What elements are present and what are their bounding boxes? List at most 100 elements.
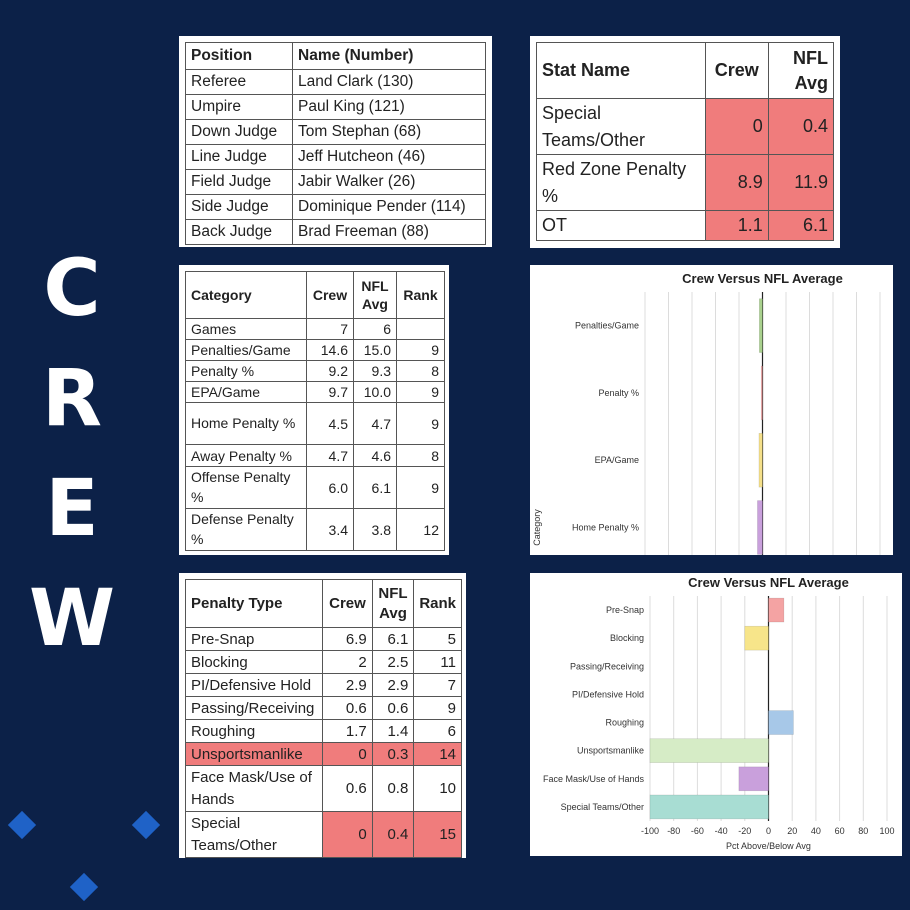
category-panel: Category Crew NFL Avg Rank Games 7 6 Penal… [179,265,449,555]
x-tick-label: -60 [691,826,704,836]
table-header-row: Stat Name Crew NFL Avg [536,42,835,99]
official-name-cell: Jeff Hutcheon (46) [292,144,486,170]
x-tick-label: 40 [811,826,821,836]
category-cell: EPA/Game [185,381,307,403]
penalty-type-cell: Special Teams/Other [184,811,324,858]
crew-value-cell: 8.9 [704,154,769,211]
category-label: Face Mask/Use of Hands [543,774,645,784]
crew-value-cell: 0 [704,98,769,155]
table-row: Special Teams/Other 0 0.4 [536,98,835,155]
table-row: Special Teams/Other 0 0.4 15 [184,811,462,858]
nfl-avg-cell: 11.9 [767,154,835,211]
column-header: NFL Avg [353,271,397,319]
nfl-avg-cell: 6.1 [353,466,397,509]
position-cell: Referee [185,69,293,95]
table-row: Umpire Paul King (121) [185,94,486,120]
position-cell: Side Judge [185,194,293,220]
side-letter-e: E [45,464,99,554]
rank-cell: 9 [396,339,445,361]
bar [759,298,763,353]
table-row: OT 1.1 6.1 [536,210,835,241]
category-label: EPA/Game [595,455,639,465]
rank-cell [396,318,445,340]
column-header: Stat Name [536,42,706,99]
nfl-avg-cell: 1.4 [371,719,415,743]
category-cell: Offense Penalty % [185,466,307,509]
bar [768,710,794,735]
category-cell: Away Penalty % [185,444,307,467]
rank-cell: 8 [396,360,445,382]
table-row: Down Judge Tom Stephan (68) [185,119,486,145]
nfl-avg-cell: 3.8 [353,508,397,551]
penalty-type-cell: Blocking [184,650,324,674]
bar [768,597,785,623]
crew-value-cell: 2.9 [322,673,373,697]
crew-value-cell: 7 [306,318,354,340]
category-table: Category Crew NFL Avg Rank Games 7 6 Penal… [185,271,445,551]
crew-value-cell: 2 [322,650,373,674]
stat-name-cell: Red Zone Penalty % [536,154,706,211]
crew-value-cell: 9.2 [306,360,354,382]
x-tick-label: 80 [858,826,868,836]
stat-name-cell: OT [536,210,706,241]
x-axis-label: Pct Above/Below Avg [726,841,811,851]
rank-cell: 11 [413,650,462,674]
category-cell: Penalty % [185,360,307,382]
nfl-avg-cell: 4.7 [353,402,397,445]
rank-cell: 9 [413,696,462,720]
nfl-avg-cell: 6 [353,318,397,340]
column-header: NFL Avg [371,579,415,628]
penalty-type-cell: PI/Defensive Hold [184,673,324,697]
rank-cell: 7 [413,673,462,697]
category-bar-chart: Crew Versus NFL Average-100-80-60-40-200… [532,271,888,793]
category-label: Roughing [605,718,644,728]
column-header: Category [185,271,307,319]
column-header: Penalty Type [184,579,324,628]
official-name-cell: Jabir Walker (26) [292,169,486,195]
official-name-cell: Tom Stephan (68) [292,119,486,145]
crew-value-cell: 4.7 [306,444,354,467]
table-row: Defense Penalty % 3.4 3.8 12 [185,508,445,551]
table-row: Back Judge Brad Freeman (88) [185,219,486,245]
table-row: Unsportsmanlike 0 0.3 14 [184,742,462,766]
official-name-cell: Brad Freeman (88) [292,219,486,245]
nfl-avg-cell: 2.5 [371,650,415,674]
nfl-avg-cell: 0.6 [371,696,415,720]
table-row: EPA/Game 9.7 10.0 9 [185,381,445,403]
official-name-cell: Dominique Pender (114) [292,194,486,220]
rank-cell: 6 [413,719,462,743]
crew-value-cell: 0 [322,811,373,858]
bar [758,433,763,488]
crew-value-cell: 4.5 [306,402,354,445]
bar [738,766,769,792]
nfl-avg-cell: 0.4 [767,98,835,155]
crew-value-cell: 0.6 [322,696,373,720]
category-label: Home Penalty % [572,523,639,533]
rank-cell: 8 [396,444,445,467]
nfl-avg-cell: 2.9 [371,673,415,697]
table-row: Side Judge Dominique Pender (114) [185,194,486,220]
category-cell: Penalties/Game [185,339,307,361]
bar [649,738,769,763]
official-name-cell: Paul King (121) [292,94,486,120]
table-row: Red Zone Penalty % 8.9 11.9 [536,154,835,211]
rank-cell: 12 [396,508,445,551]
nfl-avg-cell: 6.1 [767,210,835,241]
penalty-bar-chart: Crew Versus NFL Average -100 -80 -60 -40 -20 0… [543,575,895,851]
bar [760,365,763,421]
penalty-type-cell: Passing/Receiving [184,696,324,720]
diamond-decoration [7,810,37,840]
crew-value-cell: 9.7 [306,381,354,403]
penalty-panel: Penalty Type Crew NFL Avg Rank Pre-Snap 6… [179,573,466,858]
rank-cell: 5 [413,627,462,651]
penalty-type-cell: Unsportsmanlike [184,742,324,766]
nfl-avg-cell: 0.8 [371,765,415,812]
crew-value-cell: 1.7 [322,719,373,743]
x-tick-label: -80 [667,826,680,836]
crew-value-cell: 0.6 [322,765,373,812]
diamond-decoration [131,810,161,840]
diamond-decoration [69,872,99,902]
table-row: PI/Defensive Hold 2.9 2.9 7 [184,673,462,697]
column-header: NFL Avg [767,42,835,99]
column-header: Crew [704,42,769,99]
